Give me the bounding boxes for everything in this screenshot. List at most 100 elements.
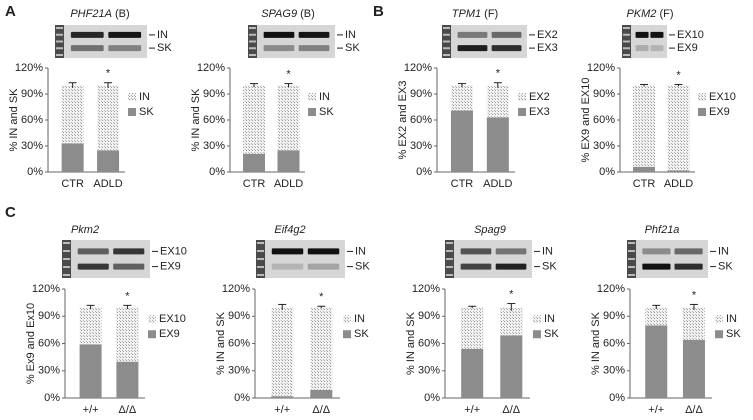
legend-swatch bbox=[128, 93, 136, 101]
ladder-band bbox=[257, 274, 264, 276]
y-tick-label: 30% bbox=[603, 365, 625, 377]
bar-segment bbox=[667, 85, 690, 171]
ladder-band bbox=[446, 266, 453, 268]
bar-segment bbox=[61, 85, 84, 144]
gel-image bbox=[256, 240, 345, 278]
gel-band bbox=[460, 248, 492, 255]
title-gene: Spag9 bbox=[474, 224, 506, 236]
y-tick-label: 60% bbox=[410, 114, 432, 126]
ladder-band bbox=[446, 258, 453, 260]
ladder-band bbox=[56, 54, 63, 56]
significance: * bbox=[319, 291, 324, 303]
ladder-band bbox=[628, 250, 635, 252]
ladder-band bbox=[628, 274, 635, 276]
gel-band bbox=[635, 45, 649, 52]
y-tick-label: 0% bbox=[234, 392, 250, 404]
gel-band bbox=[271, 263, 304, 270]
ladder-band bbox=[623, 47, 630, 50]
bar-segment bbox=[277, 85, 300, 151]
x-tick-label: CTR bbox=[61, 178, 84, 190]
ladder-band bbox=[249, 33, 256, 36]
x-tick-label: +/+ bbox=[274, 404, 290, 416]
y-tick-label: 60% bbox=[603, 337, 625, 349]
gel-band bbox=[491, 31, 522, 38]
legend-swatch bbox=[518, 93, 526, 101]
y-tick-label: 120% bbox=[587, 62, 615, 74]
title-gene: TPM1 bbox=[452, 8, 481, 20]
gel-image bbox=[627, 240, 708, 278]
y-tick-label: 90% bbox=[410, 88, 432, 100]
y-tick-label: 120% bbox=[222, 283, 250, 295]
ladder-band bbox=[56, 40, 63, 43]
title-suffix: (F) bbox=[484, 8, 498, 20]
x-tick-label: Δ/Δ bbox=[119, 404, 137, 416]
error-bar bbox=[284, 83, 293, 88]
bar-segment bbox=[486, 117, 509, 172]
x-tick-label: CTR bbox=[451, 178, 474, 190]
ladder-band bbox=[628, 266, 635, 268]
error-bar bbox=[104, 82, 113, 88]
x-tick-label: CTR bbox=[243, 178, 266, 190]
title-suffix: (B) bbox=[300, 8, 315, 20]
error-bar bbox=[86, 304, 95, 309]
gel-image bbox=[62, 240, 150, 278]
y-tick-label: 120% bbox=[597, 283, 625, 295]
ladder-band bbox=[446, 250, 453, 252]
y-axis-label: % EX9 and EX10 bbox=[580, 77, 592, 162]
bar-segment bbox=[310, 307, 333, 390]
gel-label: SK bbox=[157, 42, 172, 54]
y-tick-label: 0% bbox=[27, 166, 43, 178]
bar-segment bbox=[243, 153, 265, 172]
y-tick-label: 90% bbox=[418, 310, 440, 322]
ladder-band bbox=[628, 258, 635, 260]
gel-image bbox=[442, 25, 527, 58]
legend-swatch bbox=[128, 108, 136, 116]
title-gene: PHF21A bbox=[70, 8, 112, 20]
legend-label: IN bbox=[139, 91, 150, 103]
legend-label: EX3 bbox=[529, 106, 550, 118]
y-tick-label: 60% bbox=[38, 337, 60, 349]
x-tick-label: Δ/Δ bbox=[502, 404, 520, 416]
gel-label: EX9 bbox=[677, 42, 698, 54]
y-axis-label: % IN and SK bbox=[190, 88, 202, 152]
ladder-band bbox=[56, 33, 63, 36]
panel-label: A bbox=[5, 3, 16, 20]
y-tick-label: 90% bbox=[38, 310, 60, 322]
ladder-band bbox=[257, 250, 264, 252]
gel-label: SK bbox=[542, 261, 557, 273]
ladder-band bbox=[249, 40, 256, 43]
gel-label: IN bbox=[542, 245, 553, 257]
gel-band bbox=[642, 248, 671, 255]
error-bar bbox=[493, 82, 502, 88]
gel-band bbox=[460, 263, 492, 270]
ladder-band bbox=[443, 33, 450, 36]
gel-band bbox=[113, 263, 145, 270]
ladder-band bbox=[443, 47, 450, 50]
error-bar bbox=[640, 83, 648, 87]
ladder-band bbox=[249, 54, 256, 56]
gel-band bbox=[108, 31, 142, 38]
y-tick-label: 0% bbox=[44, 392, 60, 404]
gel-label: IN bbox=[355, 245, 366, 257]
y-tick-label: 30% bbox=[410, 140, 432, 152]
legend-swatch bbox=[533, 330, 541, 339]
legend-swatch bbox=[148, 315, 156, 324]
ladder-band bbox=[257, 242, 264, 244]
significance: * bbox=[106, 68, 111, 80]
y-tick-label: 60% bbox=[21, 114, 43, 126]
bar-segment bbox=[633, 85, 655, 167]
bar-segment bbox=[645, 307, 668, 326]
gel-band bbox=[457, 31, 488, 38]
bar-segment bbox=[450, 110, 473, 172]
bar-segment bbox=[277, 150, 300, 172]
y-tick-label: 90% bbox=[228, 310, 250, 322]
bar-segment bbox=[667, 170, 690, 172]
y-tick-label: 60% bbox=[203, 114, 225, 126]
y-tick-label: 120% bbox=[412, 283, 440, 295]
legend-swatch bbox=[518, 108, 526, 116]
x-tick-label: +/+ bbox=[648, 404, 664, 416]
y-tick-label: 60% bbox=[228, 337, 250, 349]
bar-segment bbox=[97, 150, 120, 172]
title-gene: SPAG9 bbox=[261, 8, 297, 20]
